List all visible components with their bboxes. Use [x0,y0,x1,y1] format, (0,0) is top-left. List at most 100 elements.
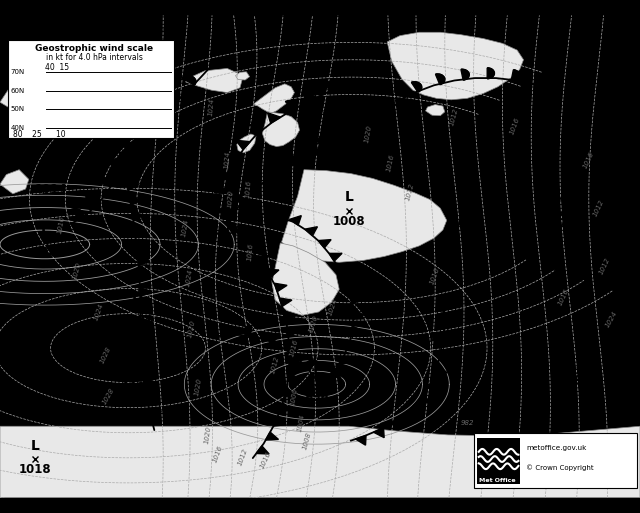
Text: 1028: 1028 [99,346,112,365]
Polygon shape [280,403,292,411]
Polygon shape [439,351,451,360]
Text: 996: 996 [305,391,329,404]
Polygon shape [275,283,287,292]
Text: L: L [223,200,232,214]
Text: H: H [132,289,143,303]
Polygon shape [105,108,118,116]
Polygon shape [97,178,112,187]
Text: 1020: 1020 [451,217,483,230]
Polygon shape [0,426,640,498]
Polygon shape [70,209,83,219]
Polygon shape [256,446,269,454]
Polygon shape [132,212,144,221]
Polygon shape [428,381,440,388]
Polygon shape [487,68,494,78]
Polygon shape [405,407,417,417]
Polygon shape [253,84,294,113]
Polygon shape [250,124,262,132]
Polygon shape [140,288,152,297]
Polygon shape [306,360,319,368]
Text: 998: 998 [567,374,591,387]
Polygon shape [273,418,286,426]
Polygon shape [0,170,29,194]
Text: 1012: 1012 [270,356,280,374]
Text: 1016: 1016 [385,153,396,172]
Polygon shape [236,229,249,238]
Polygon shape [141,303,152,311]
Polygon shape [138,258,150,266]
Text: 1016: 1016 [56,216,65,234]
Polygon shape [149,409,161,417]
Text: 1012: 1012 [592,199,605,218]
Polygon shape [268,113,280,123]
Text: 1016: 1016 [582,151,595,169]
Text: 982: 982 [531,435,545,440]
Polygon shape [119,152,132,161]
Text: 1016: 1016 [259,450,272,469]
Text: 80    25      10: 80 25 10 [13,130,65,139]
Polygon shape [218,172,232,182]
Polygon shape [123,167,136,175]
Polygon shape [328,369,341,378]
Polygon shape [305,227,317,235]
Text: 1014: 1014 [35,184,67,196]
Text: 60N: 60N [11,88,25,94]
Polygon shape [141,348,153,357]
Text: 1000: 1000 [290,387,299,406]
Polygon shape [141,333,152,342]
Polygon shape [266,432,278,440]
Polygon shape [129,122,143,131]
Polygon shape [182,76,196,85]
Polygon shape [266,269,279,278]
Polygon shape [216,206,228,215]
Polygon shape [146,394,158,402]
Text: 1020: 1020 [204,426,212,444]
Text: 1024: 1024 [223,151,231,169]
Polygon shape [285,101,296,110]
Text: in kt for 4.0 hPa intervals: in kt for 4.0 hPa intervals [46,53,143,62]
Text: 1006: 1006 [310,135,342,148]
Text: L: L [575,349,584,363]
Text: 1012: 1012 [237,447,249,466]
Polygon shape [289,343,301,351]
Polygon shape [136,242,148,251]
Text: 1016: 1016 [289,339,300,358]
Polygon shape [318,240,331,248]
Text: 1016: 1016 [429,266,441,285]
Polygon shape [237,134,256,153]
Text: 1028: 1028 [122,381,154,394]
Text: 40  15: 40 15 [45,63,69,72]
Polygon shape [186,68,243,92]
Text: H: H [554,192,566,207]
Polygon shape [426,105,445,116]
Polygon shape [134,227,147,235]
Polygon shape [99,93,112,102]
Polygon shape [236,72,250,80]
Polygon shape [262,112,300,147]
Text: 1016: 1016 [557,288,570,307]
Polygon shape [269,333,280,343]
Text: 50N: 50N [11,106,25,112]
Text: L: L [322,111,331,125]
Polygon shape [236,141,250,150]
Polygon shape [353,311,364,320]
Polygon shape [108,160,122,168]
Polygon shape [141,318,152,327]
Polygon shape [442,336,454,344]
Polygon shape [351,326,364,334]
FancyBboxPatch shape [8,40,174,139]
Text: 1004: 1004 [296,413,305,432]
Text: L: L [392,82,401,96]
Polygon shape [347,341,359,349]
Text: L: L [440,306,449,320]
Text: 1006: 1006 [211,225,243,238]
Text: 1020: 1020 [308,314,319,333]
Polygon shape [289,345,301,354]
Text: 1020: 1020 [72,262,82,281]
Polygon shape [115,137,127,146]
Polygon shape [511,70,519,81]
Polygon shape [289,215,301,225]
Text: 1020: 1020 [544,217,576,230]
Polygon shape [246,180,259,189]
Text: H: H [132,357,143,370]
